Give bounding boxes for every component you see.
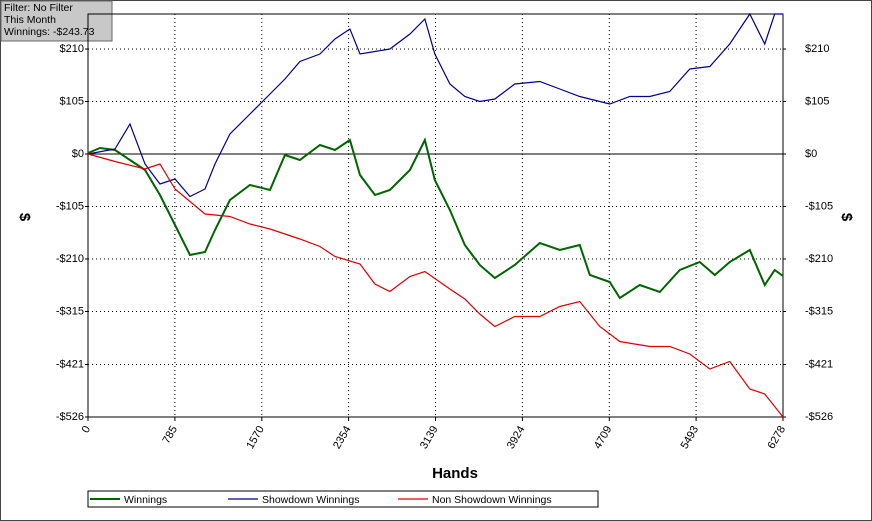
y2-tick-label: -$526 [805,411,833,423]
legend-label: Non Showdown Winnings [432,494,552,506]
legend [87,490,599,508]
series-line [87,137,784,300]
y-tick-label: -$315 [56,305,84,317]
y2-axis-label: $ [838,213,855,222]
info-box [0,0,113,42]
info-text: Filter: No Filter [4,2,73,14]
y2-tick-label: $210 [805,43,829,55]
y2-tick-label: -$315 [805,305,833,317]
info-text: Winnings: -$243.73 [4,26,95,38]
info-text: This Month [4,14,56,26]
y-tick-label: -$526 [56,411,84,423]
y-tick-label: -$421 [56,358,84,370]
y-tick-label: -$105 [56,200,84,212]
y2-tick-label: -$421 [805,358,833,370]
y-tick-label: -$210 [56,253,84,265]
x-axis-label: Hands [432,465,478,482]
legend-label: Winnings [124,494,167,506]
x-tick-label: 0 [80,424,93,435]
y-tick-label: $210 [60,43,84,55]
y2-tick-label: -$105 [805,200,833,212]
y2-tick-label: $0 [805,148,817,160]
series-line [87,153,784,418]
y2-tick-label: -$210 [805,253,833,265]
y2-tick-label: $105 [805,95,829,107]
y-tick-label: $0 [72,148,84,160]
series-line [87,12,783,198]
y-axis-label: $ [16,213,33,222]
y-tick-label: $105 [60,95,84,107]
legend-label: Showdown Winnings [262,494,359,506]
